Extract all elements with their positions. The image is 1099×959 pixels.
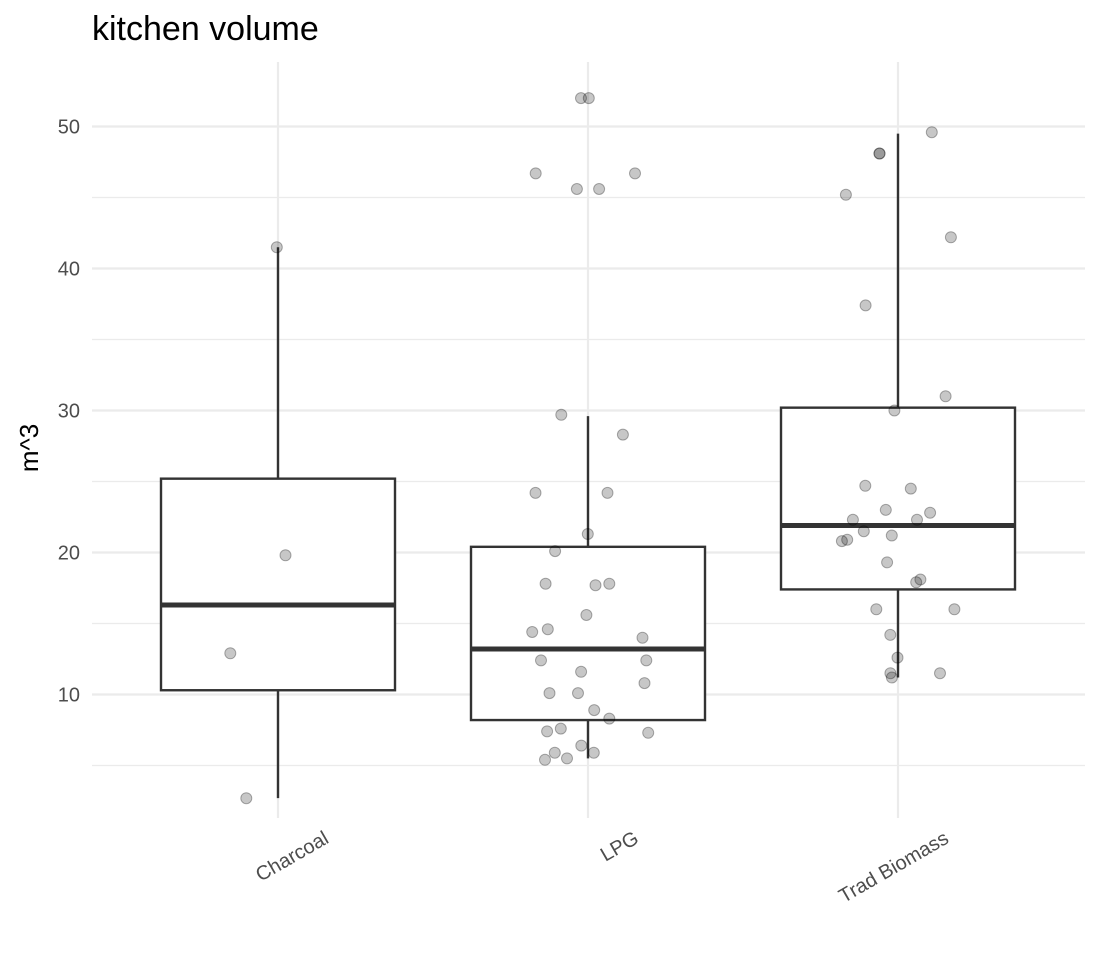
boxes: [159, 133, 1017, 799]
data-point: [642, 726, 655, 739]
data-point: [581, 528, 594, 540]
data-point: [580, 609, 593, 621]
data-point: [879, 503, 892, 516]
data-point: [881, 556, 894, 569]
jitter-points: [224, 92, 961, 805]
data-point: [587, 746, 600, 759]
data-point: [575, 92, 587, 105]
data-point: [555, 408, 568, 421]
data-point: [588, 704, 601, 717]
data-point: [846, 513, 859, 526]
data-point: [582, 92, 595, 105]
data-point: [543, 687, 556, 700]
box-trad-biomass: [779, 133, 1017, 678]
data-point: [944, 231, 957, 244]
data-point: [575, 665, 588, 678]
data-point: [904, 482, 917, 495]
data-point: [873, 147, 886, 160]
data-point: [841, 533, 854, 546]
data-point: [575, 739, 588, 752]
data-point: [910, 576, 923, 589]
data-point: [603, 712, 616, 725]
data-point: [572, 687, 584, 700]
y-tick-label: 30: [58, 401, 80, 423]
data-point: [857, 525, 870, 538]
data-point: [888, 404, 901, 417]
data-point: [589, 579, 602, 592]
data-point: [629, 167, 641, 180]
data-point: [934, 667, 946, 680]
y-tick-label: 40: [58, 259, 80, 281]
data-point: [859, 299, 872, 312]
data-point: [279, 549, 292, 562]
data-point: [541, 623, 554, 636]
data-point: [593, 183, 606, 195]
data-point: [529, 486, 542, 499]
data-point: [859, 479, 872, 492]
data-point: [870, 603, 883, 616]
data-point: [873, 147, 886, 160]
data-point: [224, 647, 237, 660]
data-point: [839, 188, 852, 201]
chart-title: kitchen volume: [92, 10, 319, 48]
data-point: [885, 671, 898, 684]
y-tick-label: 10: [58, 685, 80, 707]
data-point: [603, 577, 616, 590]
box-body: [779, 406, 1017, 591]
data-point: [270, 241, 283, 254]
data-point: [526, 626, 539, 638]
data-point: [240, 792, 253, 805]
y-tick-label: 50: [58, 117, 80, 139]
x-tick-labels: Charcoal LPG Trad Biomass: [252, 827, 952, 907]
data-point: [638, 677, 651, 690]
data-point: [570, 183, 583, 195]
box-lpg: [469, 416, 707, 759]
x-tick-label: Trad Biomass: [835, 827, 952, 907]
data-point: [884, 628, 897, 641]
box-body: [469, 545, 707, 722]
data-point: [541, 725, 554, 738]
data-point: [616, 428, 629, 441]
data-point: [535, 654, 547, 667]
data-point: [835, 535, 848, 548]
data-point: [884, 667, 897, 680]
data-point: [640, 654, 653, 667]
y-tick-label: 20: [58, 543, 80, 565]
x-tick-label: LPG: [597, 827, 643, 866]
data-point: [939, 390, 952, 403]
box-body: [159, 477, 397, 692]
data-point: [885, 529, 898, 542]
data-point: [636, 631, 649, 644]
data-point: [539, 577, 552, 590]
data-point: [561, 752, 573, 765]
data-point: [548, 746, 561, 759]
data-point: [924, 506, 937, 519]
data-point: [948, 603, 961, 616]
y-axis-label: m^3: [14, 424, 44, 472]
data-point: [891, 651, 904, 664]
box-charcoal: [159, 247, 397, 799]
data-point: [914, 573, 927, 586]
x-tick-label: Charcoal: [252, 827, 332, 886]
y-tick-labels: 10 20 30 40 50: [58, 117, 80, 707]
data-point: [529, 167, 542, 180]
data-point: [554, 722, 567, 735]
data-point: [601, 486, 614, 499]
data-point: [911, 513, 923, 526]
data-point: [539, 753, 551, 766]
data-point: [549, 545, 562, 558]
data-point: [925, 126, 938, 139]
